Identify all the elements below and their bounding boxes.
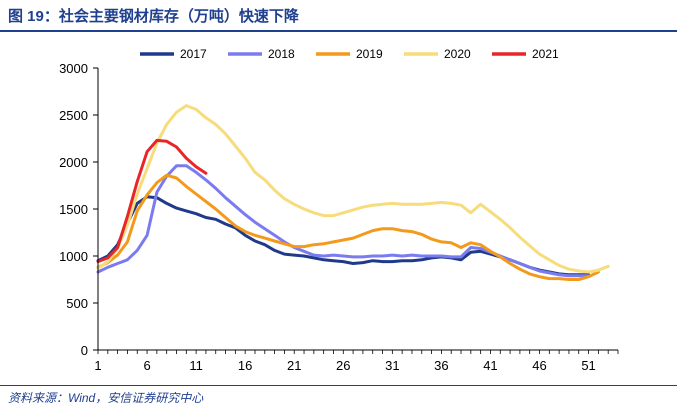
x-tick-label: 36 (434, 358, 448, 373)
legend-label-2019: 2019 (356, 47, 383, 61)
y-tick-label: 1500 (59, 202, 88, 217)
x-tick-label: 1 (94, 358, 101, 373)
y-tick-label: 2500 (59, 108, 88, 123)
y-tick-label: 500 (66, 296, 88, 311)
legend: 2017 2018 2019 2020 2021 (140, 47, 559, 61)
y-tick-label: 1000 (59, 249, 88, 264)
y-tick-label: 3000 (59, 61, 88, 76)
x-tick-label: 46 (532, 358, 546, 373)
x-tick-label: 51 (581, 358, 595, 373)
x-axis: 1 6 11 16 21 26 31 36 41 46 51 (94, 349, 619, 373)
series-line-2021 (96, 138, 208, 264)
y-axis: 0 500 1000 1500 2000 2500 3000 (59, 61, 99, 358)
figure-title: 图 19：社会主要钢材库存（万吨）快速下降 (8, 8, 299, 25)
series-line-2019 (96, 173, 600, 281)
legend-label-2020: 2020 (444, 47, 471, 61)
x-tick-label: 41 (483, 358, 497, 373)
source-divider (0, 385, 677, 386)
legend-label-2021: 2021 (532, 47, 559, 61)
title-divider (0, 30, 677, 32)
legend-label-2018: 2018 (268, 47, 295, 61)
line-chart: 2017 2018 2019 2020 2021 0 500 1000 1500 2000 250… (59, 47, 619, 373)
x-tick-label: 6 (143, 358, 150, 373)
x-tick-label: 21 (287, 358, 301, 373)
series-line-2018 (96, 164, 591, 278)
source-note: 资料来源：Wind，安信证券研究中心 (8, 391, 204, 405)
series-line-2020 (96, 104, 610, 274)
x-tick-label: 16 (238, 358, 252, 373)
y-tick-label: 2000 (59, 155, 88, 170)
y-tick-label: 0 (81, 343, 88, 358)
figure-title-bar: 图 19：社会主要钢材库存（万吨）快速下降 (0, 0, 677, 30)
legend-label-2017: 2017 (180, 47, 207, 61)
x-tick-label: 31 (385, 358, 399, 373)
x-tick-label: 11 (189, 358, 203, 373)
x-tick-label: 26 (336, 358, 350, 373)
series-layer (96, 104, 610, 281)
